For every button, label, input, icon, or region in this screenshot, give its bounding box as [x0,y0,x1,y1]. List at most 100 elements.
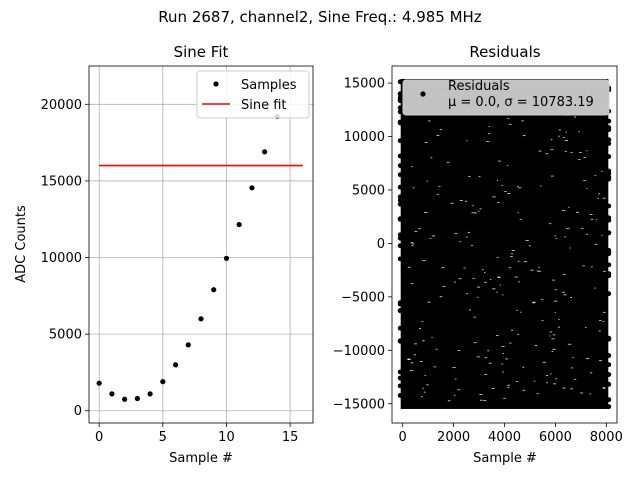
sine-fit-x-ticks: 0 5 10 15 [95,423,298,445]
residuals-gap [538,150,542,152]
residuals-gap [427,301,431,303]
residuals-gap [410,283,414,284]
residuals-gap [496,291,498,293]
residuals-gap [586,150,588,152]
residuals-gap [479,208,482,210]
residuals-gap [439,128,443,130]
residuals-gap [435,348,438,350]
residual-edge-point [397,369,403,375]
residuals-gap [510,329,514,331]
residuals-gap [438,186,441,187]
residuals-gap [419,328,421,329]
residuals-gap [601,235,603,236]
residuals-gap [488,362,492,364]
residuals-gap [507,387,510,388]
residuals-gap [569,247,571,249]
residual-edge-point [397,393,403,398]
residual-edge-point [606,335,612,341]
residuals-gap [510,256,513,257]
residuals-x-tick-label: 8000 [590,430,623,445]
residuals-legend-line-2: μ = 0.0, σ = 10783.19 [448,95,594,110]
sine-fit-legend-box [196,70,310,119]
residuals-gap [563,274,566,275]
sample-point [134,395,140,402]
residuals-gap [551,175,554,177]
residuals-gap [482,269,484,270]
residual-edge-point [606,381,612,387]
residuals-gap [557,135,560,137]
residuals-gap [518,187,522,189]
residuals-gap [531,302,535,304]
residual-edge-point [606,362,612,368]
sine-fit-y-label: ADC Counts [14,205,29,283]
residual-edge-point [397,232,403,238]
residuals-series [397,78,612,410]
residuals-x-ticks: 0 2000 4000 6000 8000 [399,423,623,445]
residuals-gap [540,185,542,187]
residuals-gap [552,349,556,350]
residuals-gap [501,363,504,365]
sample-point [172,362,179,368]
residuals-gap [466,293,469,295]
residuals-gap [603,311,606,313]
residuals-gap [452,367,456,369]
residuals-gap [413,354,417,356]
residuals-gap [522,366,525,368]
residuals-gap [423,391,426,393]
residuals-gap [407,359,411,360]
residuals-gap [566,227,570,229]
residuals-gap [492,196,496,198]
residual-edge-point [397,98,403,104]
residuals-gap [598,360,602,362]
residuals-gap [457,350,461,351]
residuals-gap [473,342,477,344]
residuals-gap [414,343,417,345]
sine-fit-y-tick-label: 10000 [41,251,82,266]
residuals-gap [441,267,445,269]
residuals-legend: Residuals μ = 0.0, σ = 10783.19 [402,79,610,116]
sine-fit-x-label: Sample # [169,451,233,466]
residual-edge-point [606,171,612,176]
residuals-gap [502,294,504,296]
residuals-gap [473,316,476,318]
residuals-x-tick-label: 2000 [437,430,470,445]
residuals-y-tick-label: −15000 [333,397,385,412]
residuals-gap [446,161,450,163]
residuals-gap [585,233,589,235]
residuals-panel: Residuals 0 2000 4000 6000 8000 −15000 −10000… [333,43,623,466]
residuals-gap [573,116,577,118]
residuals-gap [506,165,509,167]
residuals-gap [426,180,429,182]
residuals-gap [458,278,462,280]
residuals-gap [509,342,512,344]
residuals-gap [597,197,599,199]
residuals-gap [570,152,573,153]
residual-edge-point [606,215,612,221]
residuals-gap [583,157,586,159]
residuals-gap [454,233,458,234]
residual-edge-point [606,203,612,209]
residuals-gap [410,362,414,364]
residuals-gap [472,278,475,279]
sine-fit-title: Sine Fit [174,43,229,61]
residuals-gap [495,335,499,337]
residuals-gap [541,320,544,322]
residuals-gap [570,297,573,298]
sample-point [262,149,268,155]
residuals-legend-line-1: Residuals [448,79,510,94]
residuals-gap [468,309,472,311]
residuals-gap [525,240,529,241]
residuals-gap [590,218,594,220]
residuals-gap [598,330,601,332]
residuals-gap [522,389,526,391]
residuals-gap [554,289,557,291]
residuals-gap [603,270,606,272]
residuals-gap [552,279,555,281]
sample-point [223,255,230,261]
residuals-gap [454,378,457,380]
residuals-gap [517,333,519,335]
residuals-gap [414,231,418,232]
residuals-gap [496,256,499,258]
residuals-gap [564,151,567,152]
sine-fit-y-tick-label: 0 [74,404,82,419]
